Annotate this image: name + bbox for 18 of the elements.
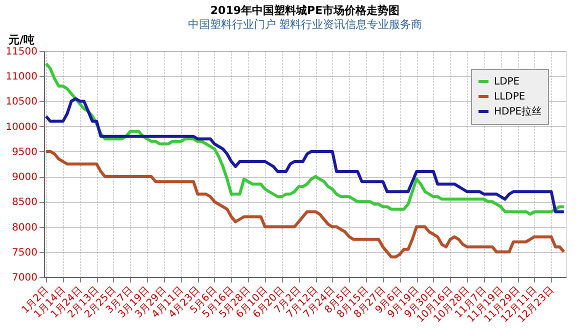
chart-title: 2019年中国塑料城PE市场价格走势图 [210, 4, 400, 17]
y-tick-label: 11500 [6, 46, 38, 58]
legend-label: LDPE [494, 76, 520, 88]
legend-label: LLDPE [494, 92, 526, 102]
y-tick-label: 7500 [12, 247, 38, 258]
y-tick-label: 10000 [6, 122, 38, 133]
y-axis-title: 元/吨 [8, 34, 35, 46]
line-series [44, 62, 566, 216]
legend-label: HDPE拉丝 [494, 106, 542, 118]
y-tick-label: 9500 [12, 146, 38, 158]
text: 中国塑料行业门户 塑料行业资讯信息专业服务商 [188, 18, 422, 31]
y-tick-label: 7000 [12, 272, 38, 284]
y-tick-label: 8500 [12, 197, 38, 208]
y-tick-label: 8000 [12, 222, 38, 234]
y-tick-label: 9000 [12, 172, 38, 184]
line-series [44, 150, 566, 258]
y-tick-label: 10500 [6, 96, 38, 108]
y-tick-label: 11000 [6, 72, 38, 83]
